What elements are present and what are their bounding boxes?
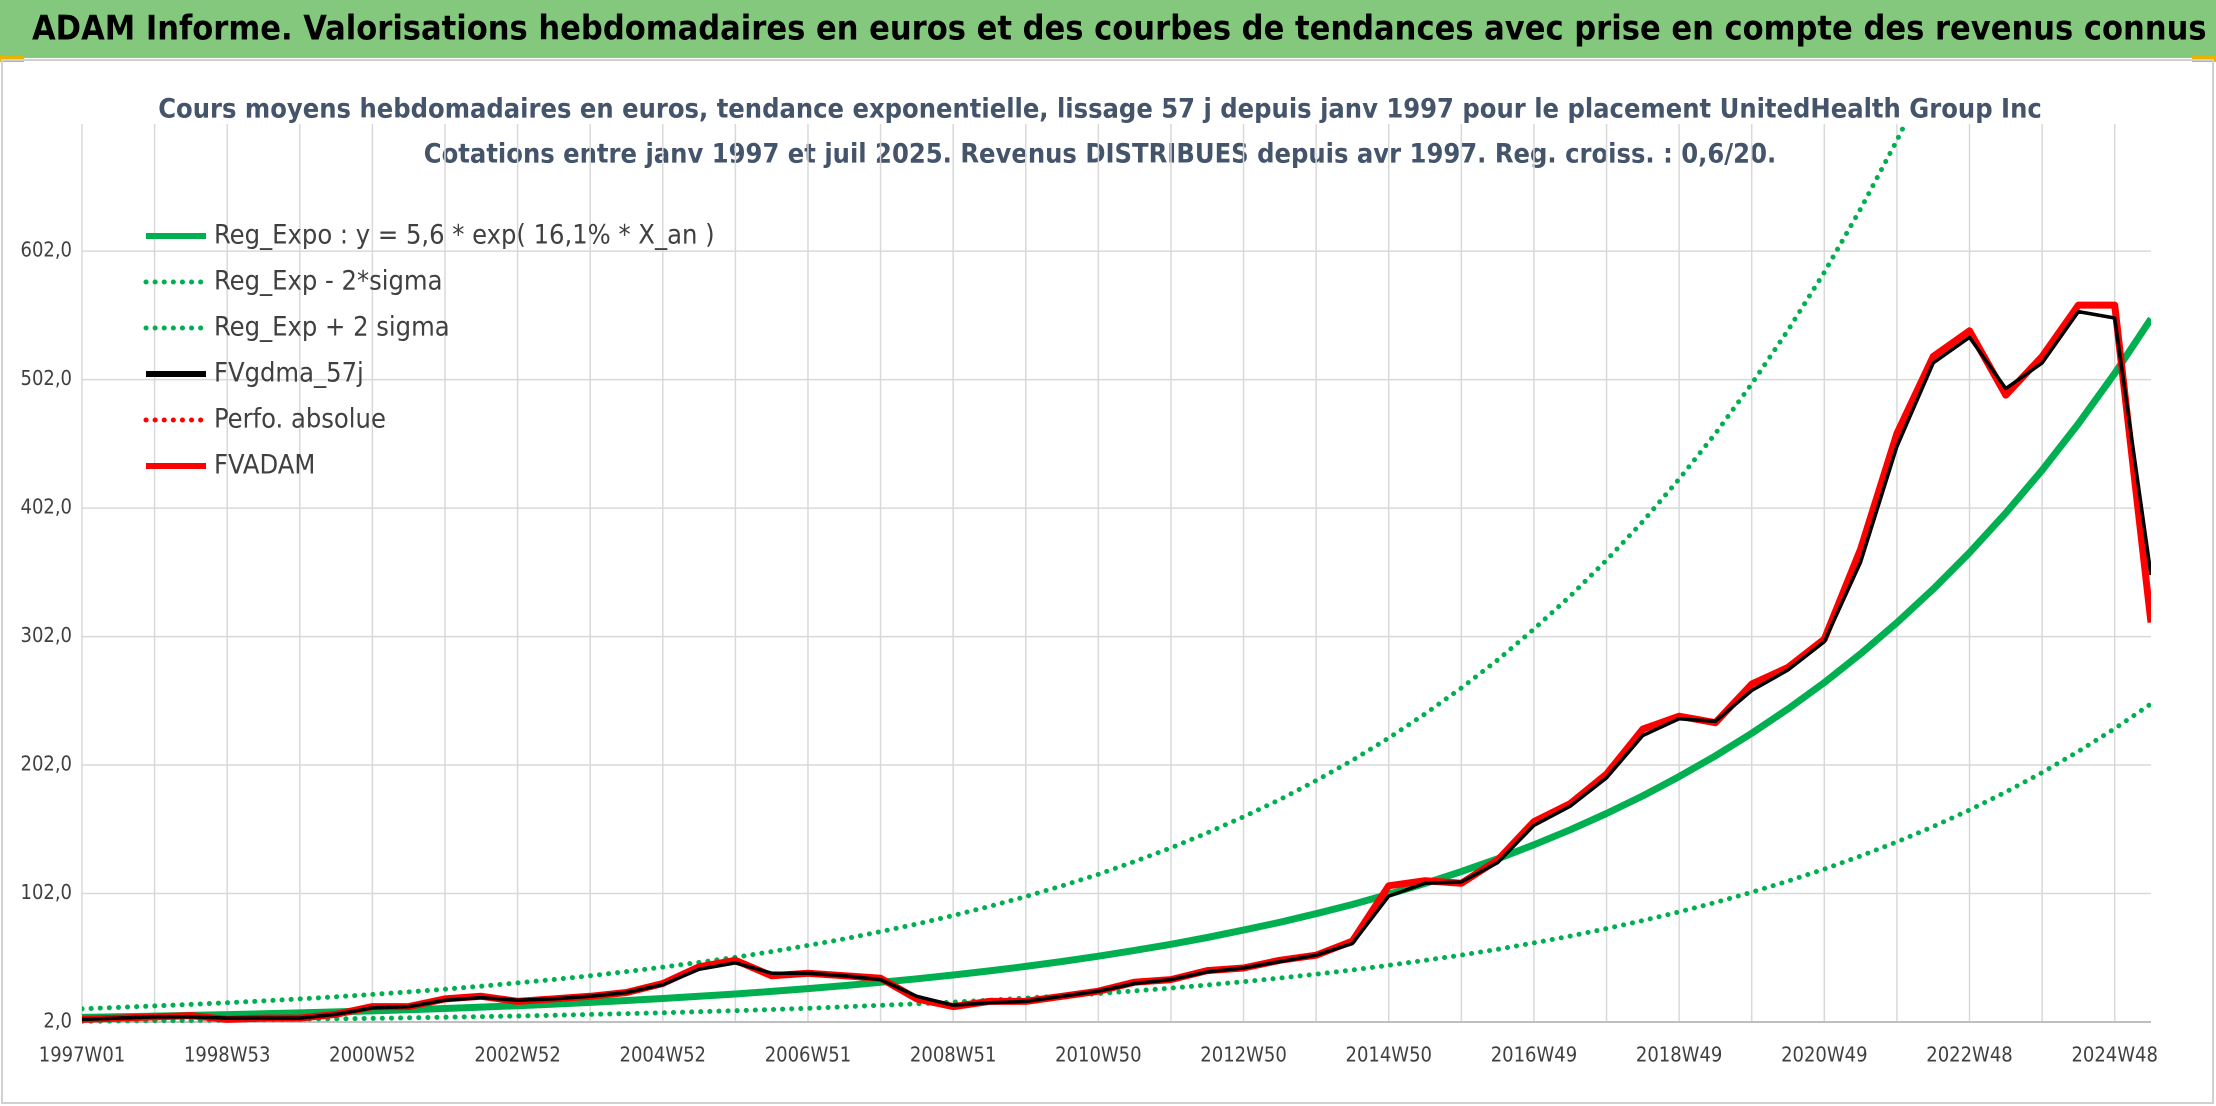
x-tick-label: 2022W48 xyxy=(1926,1043,2012,1067)
series-line xyxy=(82,316,2151,1021)
legend-label: FVADAM xyxy=(214,450,315,481)
x-tick-label: 2010W50 xyxy=(1055,1043,1141,1067)
legend-label: Reg_Expo : y = 5,6 * exp( 16,1% * X_an ) xyxy=(214,220,715,251)
chart-subtitle: Cotations entre janv 1997 et juil 2025. … xyxy=(424,139,1776,170)
x-tick-label: 2006W51 xyxy=(765,1043,851,1067)
chart-title: ADAM Informe. Valorisations hebdomadaire… xyxy=(32,9,2216,49)
x-tick-label: 2008W51 xyxy=(910,1043,996,1067)
x-tick-label: 2024W48 xyxy=(2071,1043,2157,1067)
x-tick-label: 2002W52 xyxy=(474,1043,560,1067)
y-tick-label: 202,0 xyxy=(21,752,73,776)
series-line xyxy=(82,309,2151,1022)
banner xyxy=(0,0,2216,58)
legend-label: FVgdma_57j xyxy=(214,358,364,389)
y-tick-label: 302,0 xyxy=(21,623,73,647)
chart-frame xyxy=(1,59,2214,1104)
x-tick-label: 2016W49 xyxy=(1491,1043,1577,1067)
y-tick-label: 402,0 xyxy=(21,495,73,519)
x-tick-label: 2012W50 xyxy=(1200,1043,1286,1067)
y-tick-label: 102,0 xyxy=(21,880,73,904)
y-tick-label: 2,0 xyxy=(43,1009,72,1033)
x-tick-label: 1997W01 xyxy=(39,1043,125,1067)
legend-label: Reg_Exp - 2*sigma xyxy=(214,266,443,297)
y-tick-label: 602,0 xyxy=(21,238,73,262)
x-tick-label: 2000W52 xyxy=(329,1043,415,1067)
series-line xyxy=(82,124,1908,1012)
x-tick-label: 2018W49 xyxy=(1636,1043,1722,1067)
x-tick-label: 2014W50 xyxy=(1346,1043,1432,1067)
x-tick-label: 2004W52 xyxy=(620,1043,706,1067)
x-tick-label: 1998W53 xyxy=(184,1043,270,1067)
chart-subtitle: Cours moyens hebdomadaires en euros, ten… xyxy=(158,94,2042,125)
legend-label: Perfo. absolue xyxy=(214,404,386,435)
x-tick-label: 2020W49 xyxy=(1781,1043,1867,1067)
legend-label: Reg_Exp + 2 sigma xyxy=(214,312,450,343)
y-tick-label: 502,0 xyxy=(21,366,73,390)
plot-lines xyxy=(82,124,2151,1024)
series-line xyxy=(82,701,2151,1024)
